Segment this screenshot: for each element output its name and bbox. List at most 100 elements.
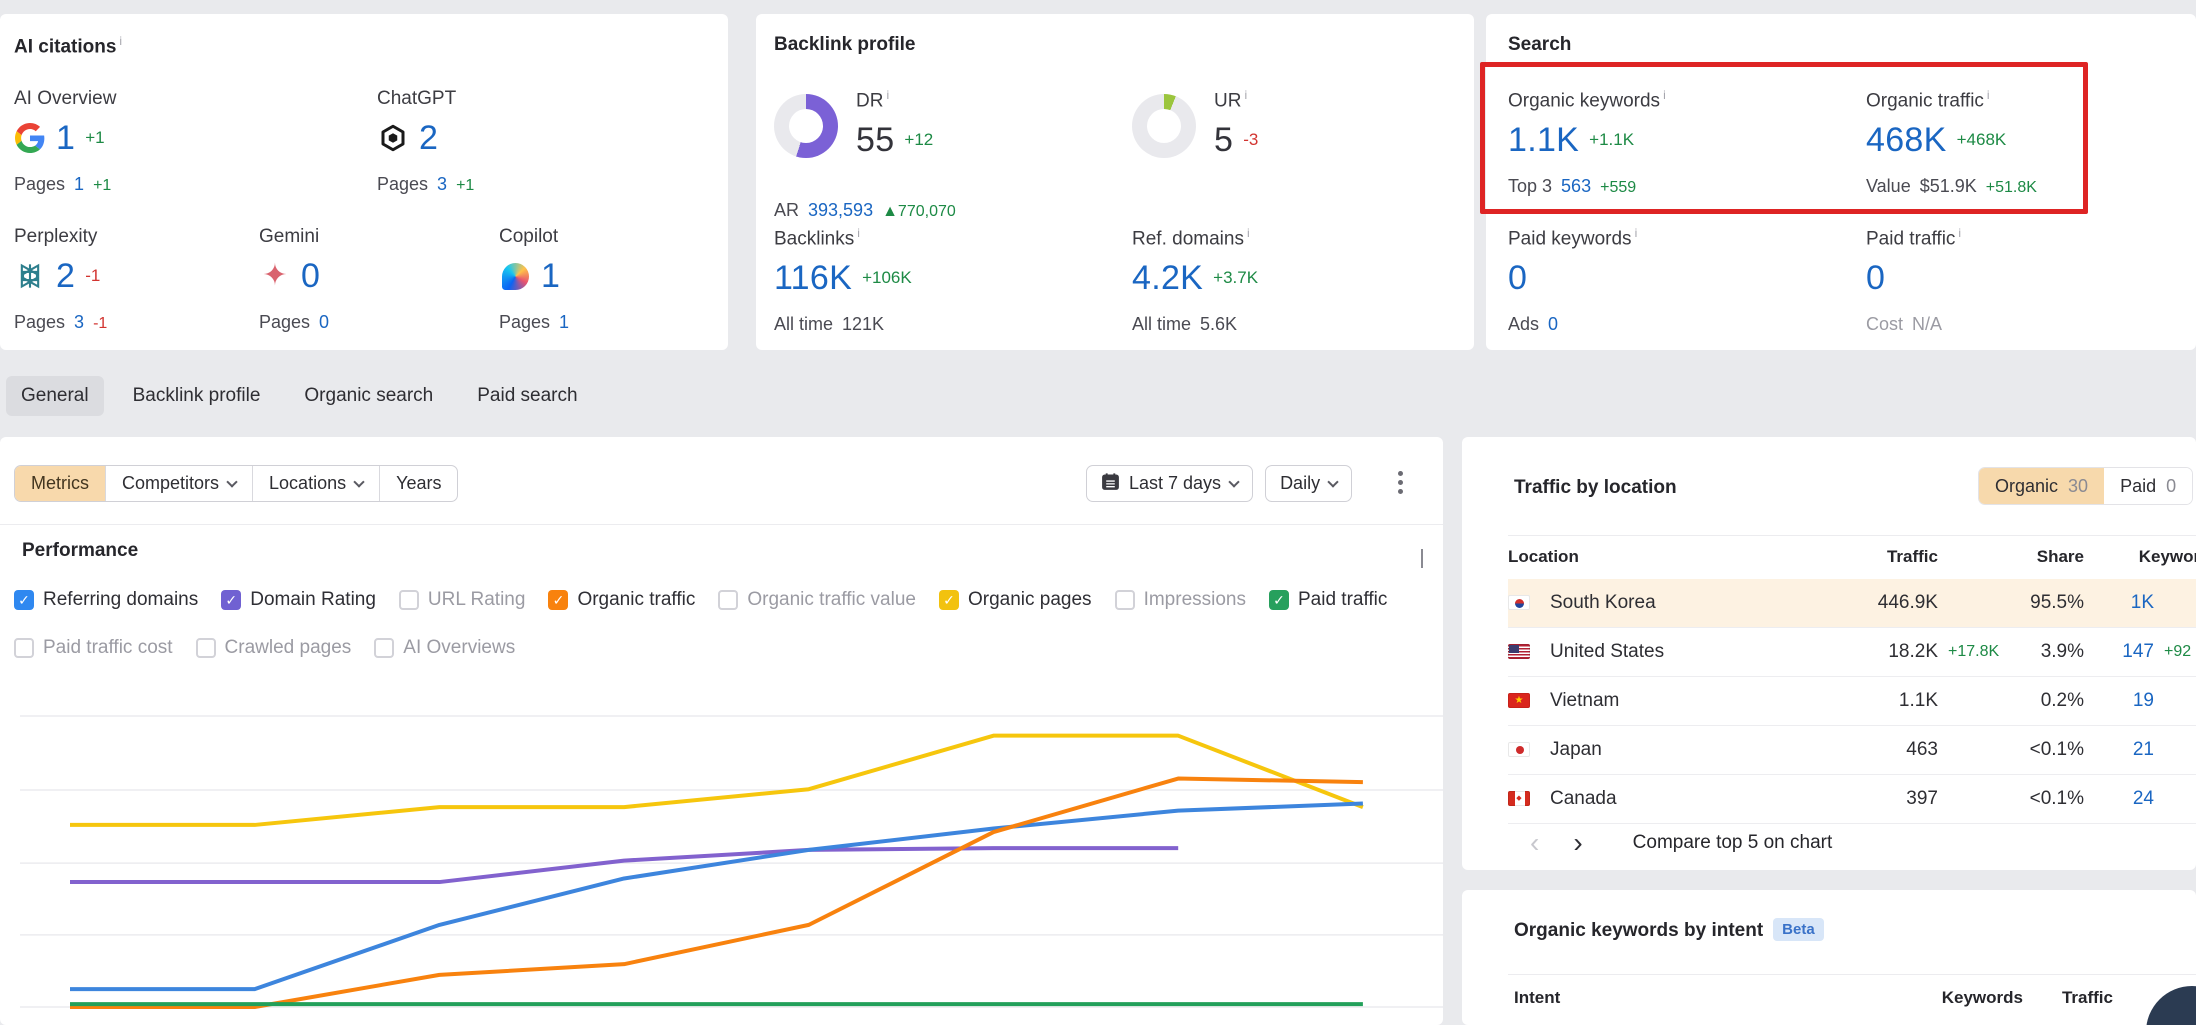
organic-paid-toggle: Organic30 Paid0 <box>1978 467 2193 505</box>
backlinks-value[interactable]: 116K <box>774 259 852 298</box>
more-options-button[interactable] <box>1398 471 1403 494</box>
chevron-down-icon <box>1228 476 1239 487</box>
tab-organic-search[interactable]: Organic search <box>289 376 448 416</box>
backlink-profile-panel: Backlink profile DRi 55 +12 AR 393,593 ▲… <box>756 14 1474 350</box>
organic-traffic-value[interactable]: 468K <box>1866 121 1947 160</box>
traffic-by-location-panel: Traffic by location Organic30 Paid0 Loca… <box>1462 437 2196 870</box>
info-icon[interactable]: i <box>119 34 122 48</box>
granularity-button[interactable]: Daily <box>1265 465 1352 502</box>
metric-checkbox-impressions[interactable]: Impressions <box>1115 589 1246 611</box>
ai-citations-title: AI citationsi <box>14 34 122 58</box>
perplexity-count[interactable]: 2 <box>56 257 75 296</box>
chatgpt-count[interactable]: 2 <box>419 119 438 158</box>
competitors-filter-button[interactable]: Competitors <box>105 466 252 501</box>
info-icon[interactable]: i <box>1663 88 1666 102</box>
paid-traffic-value[interactable]: 0 <box>1866 259 1885 298</box>
organic-traffic-card: Organic traffici 468K +468K Value$51.9K+… <box>1866 88 2037 197</box>
tab-paid-search[interactable]: Paid search <box>462 376 592 416</box>
info-icon[interactable]: i <box>1958 226 1961 240</box>
metrics-filter-button[interactable]: Metrics <box>15 466 105 501</box>
top3-link[interactable]: 563 <box>1561 176 1591 197</box>
keywords-link[interactable]: 24 <box>2084 788 2154 810</box>
info-icon[interactable]: i <box>1244 88 1247 102</box>
metric-checkbox-organic-traffic-value[interactable]: Organic traffic value <box>718 589 916 611</box>
metric-checkbox-organic-pages[interactable]: ✓Organic pages <box>939 589 1092 611</box>
perplexity-pages-link[interactable]: 3 <box>74 312 84 333</box>
performance-line-chart[interactable]: 27 Jan28 Jan29 Jan30 Jan31 Jan1 Feb2 Feb… <box>0 640 1443 1025</box>
ai-overview-card: AI Overview 1 +1 Pages1+1 <box>14 88 116 195</box>
location-table-header: Location Traffic Share Keywords <box>1508 547 2196 567</box>
intent-table-divider <box>1508 974 2196 975</box>
metric-checkbox-domain-rating[interactable]: ✓Domain Rating <box>221 589 376 611</box>
paid-traffic-card: Paid traffici 0 CostN/A <box>1866 226 1961 335</box>
info-icon[interactable]: i <box>857 226 860 240</box>
ads-link[interactable]: 0 <box>1548 314 1558 335</box>
location-pager: ‹ › Compare top 5 on chart <box>1462 829 2196 857</box>
next-page-button[interactable]: › <box>1573 829 1582 857</box>
paid-keywords-value[interactable]: 0 <box>1508 259 1527 298</box>
dr-card: DRi 55 +12 <box>856 88 933 162</box>
ur-card: URi 5 -3 <box>1214 88 1258 162</box>
table-row-south-korea[interactable]: South Korea 446.9K 95.5% 1K <box>1508 579 2196 628</box>
tab-backlink-profile[interactable]: Backlink profile <box>118 376 276 416</box>
search-title: Search <box>1508 34 1571 56</box>
section-tabs: General Backlink profile Organic search … <box>6 376 593 416</box>
keywords-link[interactable]: 19 <box>2084 690 2154 712</box>
metric-checkbox-referring-domains[interactable]: ✓Referring domains <box>14 589 198 611</box>
perplexity-icon <box>14 260 46 292</box>
gemini-count[interactable]: 0 <box>301 257 320 296</box>
metric-checkbox-paid-traffic[interactable]: ✓Paid traffic <box>1269 589 1387 611</box>
copilot-pages-link[interactable]: 1 <box>559 312 569 333</box>
keywords-by-intent-panel: Organic keywords by intentBeta Intent Ke… <box>1462 890 2196 1025</box>
chatgpt-pages-link[interactable]: 3 <box>437 174 447 195</box>
ai-overview-count[interactable]: 1 <box>56 119 75 158</box>
info-icon[interactable]: i <box>886 88 889 102</box>
date-range-button[interactable]: Last 7 days <box>1086 465 1253 502</box>
ar-rank-link[interactable]: 393,593 <box>808 200 873 221</box>
locations-filter-button[interactable]: Locations <box>252 466 379 501</box>
dr-donut-chart <box>774 94 838 158</box>
gemini-pages-link[interactable]: 0 <box>319 312 329 333</box>
collapse-section-button[interactable] <box>1421 549 1423 567</box>
ref-domains-card: Ref. domainsi 4.2K +3.7K All time5.6K <box>1132 226 1258 335</box>
toggle-organic[interactable]: Organic30 <box>1979 468 2104 504</box>
copilot-card: Copilot 1 Pages1 <box>499 226 569 333</box>
table-row-canada[interactable]: Canada 397 <0.1% 24 <box>1508 775 2196 824</box>
keywords-link[interactable]: 147 <box>2084 641 2154 663</box>
date-controls: Last 7 days Daily <box>1086 465 1352 502</box>
prev-page-button[interactable]: ‹ <box>1530 829 1539 857</box>
keywords-by-intent-title: Organic keywords by intentBeta <box>1514 918 1824 942</box>
chatgpt-icon <box>377 122 409 154</box>
google-icon <box>14 122 46 154</box>
compare-top5-link[interactable]: Compare top 5 on chart <box>1633 832 1833 854</box>
table-row-vietnam[interactable]: Vietnam 1.1K 0.2% 19 <box>1508 677 2196 726</box>
years-filter-button[interactable]: Years <box>379 466 457 501</box>
ai-overview-pages-link[interactable]: 1 <box>74 174 84 195</box>
table-row-united-states[interactable]: United States 18.2K +17.8K 3.9% 147 +92 <box>1508 628 2196 677</box>
info-icon[interactable]: i <box>1635 226 1638 240</box>
copilot-count[interactable]: 1 <box>541 257 560 296</box>
info-icon[interactable]: i <box>1247 226 1250 240</box>
ai-citations-panel: AI citationsi AI Overview 1 +1 Pages1+1 … <box>0 14 728 350</box>
backlink-profile-title: Backlink profile <box>774 34 916 56</box>
table-row-japan[interactable]: Japan 463 <0.1% 21 <box>1508 726 2196 775</box>
ahrefs-overview-page: { "colors": { "accent_blue": "#1a66c2", … <box>0 0 2196 1025</box>
ref-domains-value[interactable]: 4.2K <box>1132 259 1203 298</box>
traffic-by-location-title: Traffic by location <box>1514 477 1677 499</box>
organic-keywords-card: Organic keywordsi 1.1K +1.1K Top 3563+55… <box>1508 88 1666 197</box>
chevron-down-icon <box>353 476 364 487</box>
metric-toggles-row-1: ✓Referring domains ✓Domain Rating URL Ra… <box>14 589 1387 611</box>
tab-general[interactable]: General <box>6 376 104 416</box>
organic-keywords-value[interactable]: 1.1K <box>1508 121 1579 160</box>
perplexity-delta: -1 <box>85 266 100 286</box>
intent-table-header: Intent Keywords Traffic <box>1462 988 2196 1008</box>
backlinks-card: Backlinksi 116K +106K All time121K <box>774 226 912 335</box>
metric-checkbox-organic-traffic[interactable]: ✓Organic traffic <box>548 589 695 611</box>
info-icon[interactable]: i <box>1987 88 1990 102</box>
toolbar-divider <box>0 524 1443 525</box>
keywords-link[interactable]: 21 <box>2084 739 2154 761</box>
metric-checkbox-url-rating[interactable]: URL Rating <box>399 589 526 611</box>
keywords-link[interactable]: 1K <box>2084 592 2154 614</box>
toggle-paid[interactable]: Paid0 <box>2104 468 2192 504</box>
search-panel: Search Organic keywordsi 1.1K +1.1K Top … <box>1486 14 2196 350</box>
